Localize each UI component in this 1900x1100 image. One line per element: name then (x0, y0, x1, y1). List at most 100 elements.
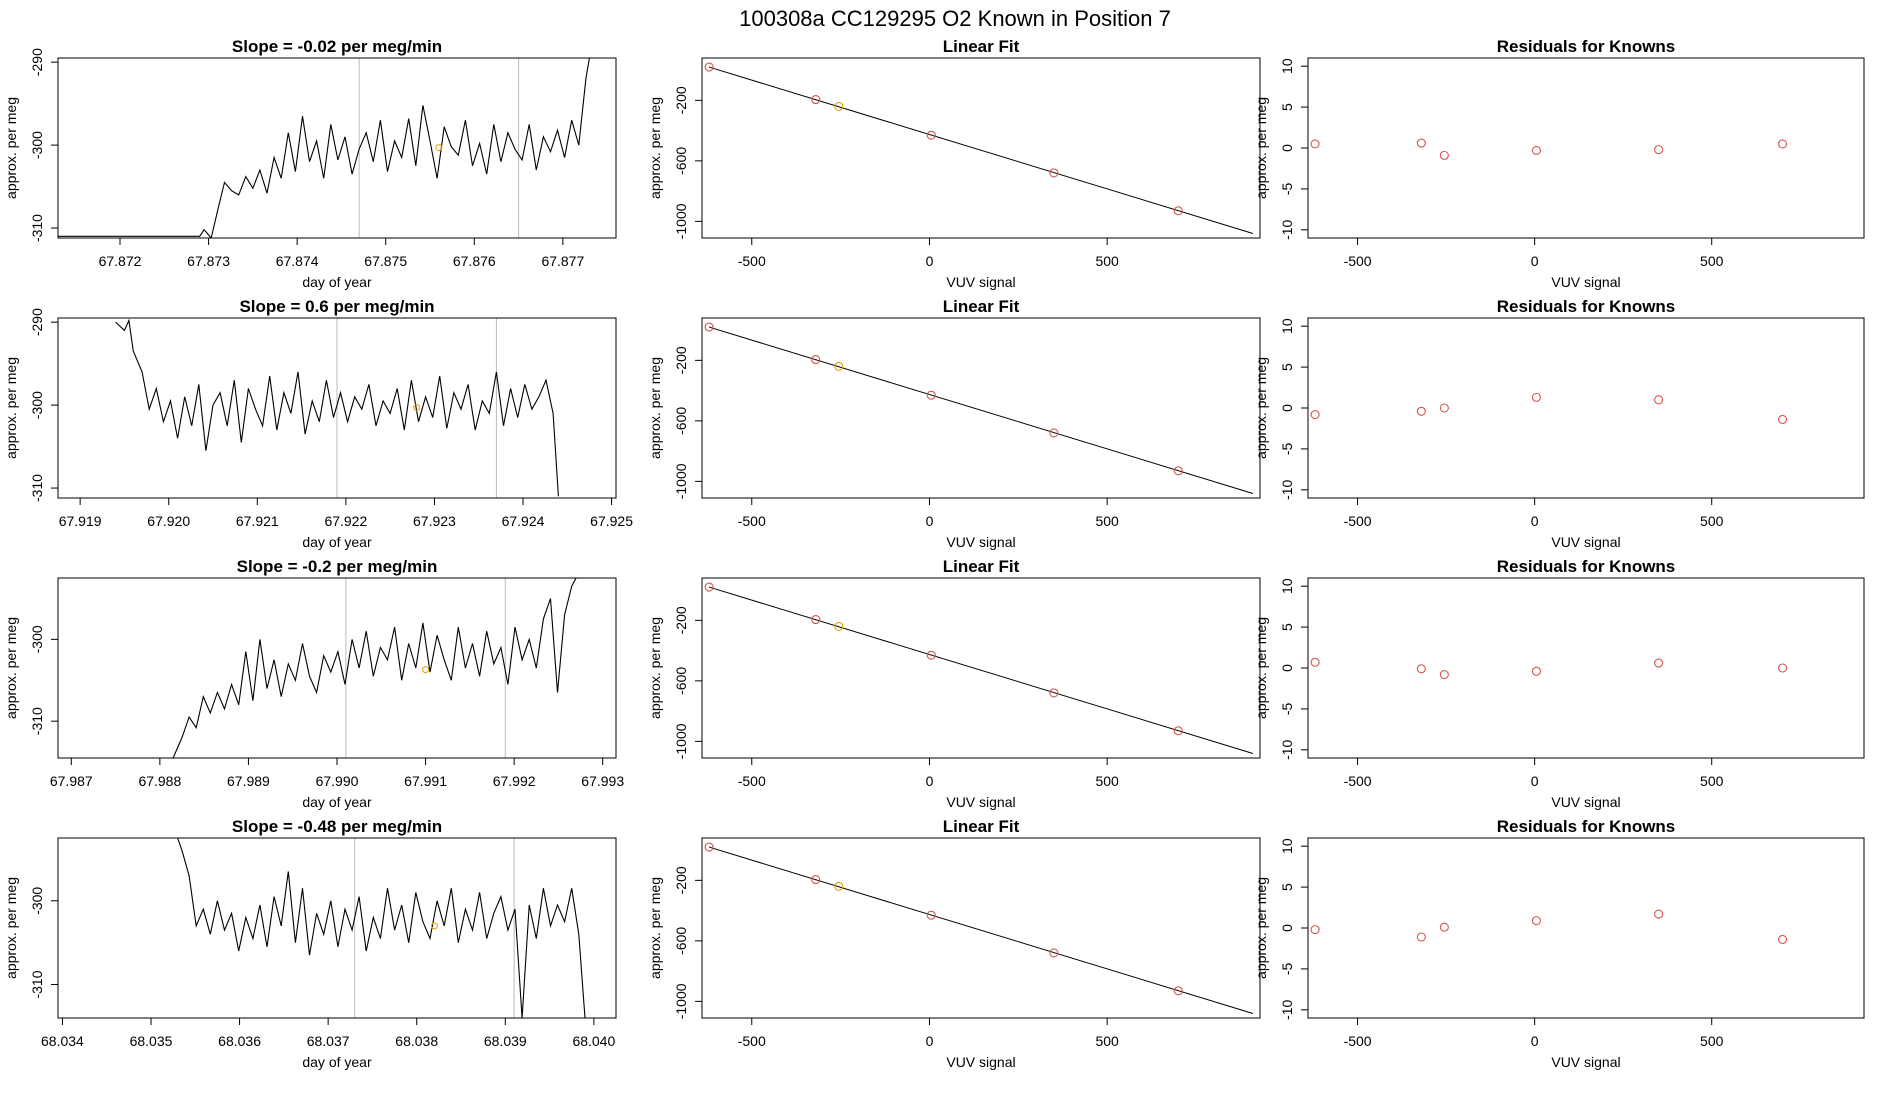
y-tick-label: 10 (1279, 838, 1295, 854)
panel-timeseries-3: Slope = -0.2 per meg/min day of year appro… (3, 557, 624, 810)
y-tick-label: -200 (673, 346, 689, 374)
plot-frame (1307, 57, 1865, 239)
y-tick-label: -600 (673, 667, 689, 695)
y-tick-label: -5 (1279, 702, 1295, 715)
plot-area (704, 62, 1254, 234)
x-axis-label: VUV signal (946, 274, 1015, 290)
panel-title: Linear Fit (943, 37, 1020, 56)
x-tick-label: 67.923 (413, 513, 456, 529)
x-tick-label: 68.034 (41, 1033, 84, 1049)
x-tick-label: 67.989 (227, 773, 270, 789)
y-tick-label: -1000 (673, 723, 689, 759)
x-tick-label: 67.875 (364, 253, 407, 269)
x-tick-label: -500 (1344, 513, 1372, 529)
plot-frame (57, 57, 617, 239)
y-tick-label: 0 (1279, 664, 1295, 672)
data-point (704, 322, 714, 332)
fit-line (708, 586, 1254, 754)
x-tick-label: 0 (1531, 773, 1539, 789)
x-tick-label: 67.921 (236, 513, 279, 529)
y-tick-label: 0 (1279, 924, 1295, 932)
plot-area (1310, 138, 1788, 160)
x-axis-label: VUV signal (946, 1054, 1015, 1070)
data-point (704, 582, 714, 592)
data-point (1049, 948, 1059, 958)
x-tick-label: 68.038 (395, 1033, 438, 1049)
x-tick-label: 500 (1700, 1033, 1724, 1049)
x-tick-label: 67.987 (50, 773, 93, 789)
x-axis-label: VUV signal (1551, 1054, 1620, 1070)
y-tick-label: -5 (1279, 442, 1295, 455)
y-tick-label: -290 (29, 308, 45, 336)
x-tick-label: 67.993 (581, 773, 624, 789)
x-tick-label: -500 (738, 1033, 766, 1049)
data-point (1654, 909, 1664, 919)
x-tick-label: 67.990 (316, 773, 359, 789)
data-point (1531, 145, 1541, 156)
y-tick-label: -310 (29, 970, 45, 998)
panel-timeseries-4: Slope = -0.48 per meg/min day of year appr… (3, 817, 617, 1070)
series-line (177, 838, 586, 1018)
x-tick-label: 500 (1095, 1033, 1119, 1049)
highlight-point (834, 621, 844, 631)
x-axis-label: day of year (302, 794, 372, 810)
plot-area (172, 578, 577, 758)
x-axis-label: VUV signal (946, 534, 1015, 550)
y-tick-label: -300 (29, 625, 45, 653)
series-line (58, 58, 590, 238)
x-tick-label: 67.876 (453, 253, 496, 269)
x-tick-label: 500 (1700, 513, 1724, 529)
panel-residuals-1: Residuals for Knowns VUV signal approx. pe… (1253, 37, 1865, 290)
y-axis-label: approx. per meg (1253, 877, 1269, 979)
data-point (1439, 150, 1449, 160)
y-tick-label: -1000 (673, 203, 689, 239)
y-tick-label: -300 (29, 887, 45, 915)
y-tick-label: 10 (1279, 318, 1295, 334)
data-point (1777, 139, 1788, 149)
y-tick-label: 5 (1279, 883, 1295, 891)
data-point (1531, 392, 1541, 402)
x-tick-label: 67.992 (493, 773, 536, 789)
panel-title: Slope = 0.6 per meg/min (239, 297, 434, 316)
panel-title: Linear Fit (943, 557, 1020, 576)
x-tick-label: -500 (738, 513, 766, 529)
y-axis-label: approx. per meg (1253, 357, 1269, 459)
y-axis-label: approx. per meg (647, 97, 663, 199)
x-tick-label: -500 (738, 253, 766, 269)
y-tick-label: -10 (1279, 219, 1295, 239)
plot-area (1310, 909, 1788, 945)
y-tick-label: 5 (1279, 363, 1295, 371)
panel-residuals-3: Residuals for Knowns VUV signal approx. pe… (1253, 557, 1865, 810)
x-tick-label: 68.036 (218, 1033, 261, 1049)
data-point (1439, 669, 1449, 680)
panel-title: Residuals for Knowns (1497, 817, 1676, 836)
y-tick-label: -200 (673, 606, 689, 634)
x-tick-label: 67.872 (99, 253, 142, 269)
fit-line (708, 326, 1254, 494)
figure-title: 100308a CC129295 O2 Known in Position 7 (739, 6, 1171, 31)
data-point (1310, 657, 1320, 667)
panel-linear-fit-1: Linear Fit VUV signal approx. per meg -500 0… (647, 37, 1261, 290)
y-tick-label: -600 (673, 147, 689, 175)
y-tick-label: 0 (1279, 404, 1295, 412)
data-point (1439, 922, 1449, 932)
data-point (1777, 414, 1788, 425)
data-point (1654, 145, 1664, 155)
highlight-point (834, 881, 844, 891)
x-tick-label: 67.988 (138, 773, 181, 789)
y-tick-label: -200 (673, 866, 689, 894)
plot-area (704, 322, 1254, 494)
plot-area (704, 582, 1254, 754)
y-tick-label: -290 (29, 48, 45, 76)
y-axis-label: approx. per meg (647, 617, 663, 719)
x-tick-label: -500 (1344, 1033, 1372, 1049)
x-tick-label: 67.991 (404, 773, 447, 789)
data-point (1049, 168, 1059, 178)
x-tick-label: 500 (1700, 253, 1724, 269)
x-tick-label: -500 (738, 773, 766, 789)
data-point (704, 62, 714, 72)
data-point (1777, 663, 1788, 673)
y-axis-label: approx. per meg (647, 877, 663, 979)
data-point (1439, 403, 1449, 413)
y-tick-label: -300 (29, 131, 45, 159)
